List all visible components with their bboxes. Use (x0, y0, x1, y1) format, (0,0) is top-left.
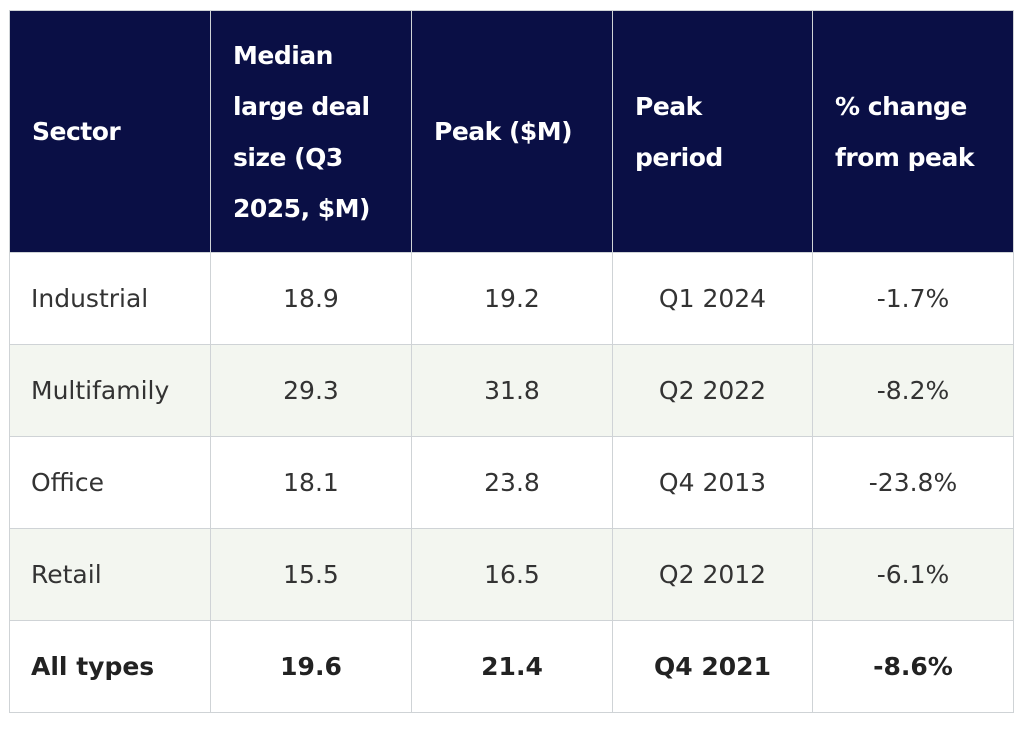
value-cell: 19.2 (411, 252, 613, 345)
header-row: Sector Median large deal size (Q3 2025, $… (9, 10, 1014, 253)
value-cell: 18.9 (210, 252, 412, 345)
value-cell: Q4 2021 (612, 620, 813, 713)
table-row: Multifamily 29.3 31.8 Q2 2022 -8.2% (9, 344, 1014, 437)
header-cell: Sector (9, 10, 211, 253)
header-cell: Median large deal size (Q3 2025, $M) (210, 10, 412, 253)
table-body: Industrial 18.9 19.2 Q1 2024 -1.7% Multifamil… (9, 252, 1014, 713)
value-cell: 29.3 (210, 344, 412, 437)
value-cell: Q1 2024 (612, 252, 813, 345)
value-cell: 16.5 (411, 528, 613, 621)
value-cell: Q2 2012 (612, 528, 813, 621)
table-row: Office 18.1 23.8 Q4 2013 -23.8% (9, 436, 1014, 529)
value-cell: -23.8% (812, 436, 1014, 529)
value-cell: -8.2% (812, 344, 1014, 437)
value-cell: 31.8 (411, 344, 613, 437)
value-cell: Q2 2022 (612, 344, 813, 437)
value-cell: -1.7% (812, 252, 1014, 345)
value-cell: 23.8 (411, 436, 613, 529)
table-row: Industrial 18.9 19.2 Q1 2024 -1.7% (9, 252, 1014, 345)
sector-cell: Industrial (9, 252, 211, 345)
value-cell: 21.4 (411, 620, 613, 713)
table-row: All types 19.6 21.4 Q4 2021 -8.6% (9, 620, 1014, 713)
header-cell: Peak period (612, 10, 813, 253)
value-cell: -6.1% (812, 528, 1014, 621)
header-cell: % change from peak (812, 10, 1014, 253)
sector-cell: Multifamily (9, 344, 211, 437)
sector-cell: Retail (9, 528, 211, 621)
value-cell: -8.6% (812, 620, 1014, 713)
sector-cell: Office (9, 436, 211, 529)
header-cell: Peak ($M) (411, 10, 613, 253)
value-cell: 19.6 (210, 620, 412, 713)
value-cell: 18.1 (210, 436, 412, 529)
sector-cell: All types (9, 620, 211, 713)
table-row: Retail 15.5 16.5 Q2 2012 -6.1% (9, 528, 1014, 621)
table-header: Sector Median large deal size (Q3 2025, $… (9, 10, 1014, 253)
data-table: Sector Median large deal size (Q3 2025, $… (9, 10, 1014, 713)
value-cell: Q4 2013 (612, 436, 813, 529)
value-cell: 15.5 (210, 528, 412, 621)
